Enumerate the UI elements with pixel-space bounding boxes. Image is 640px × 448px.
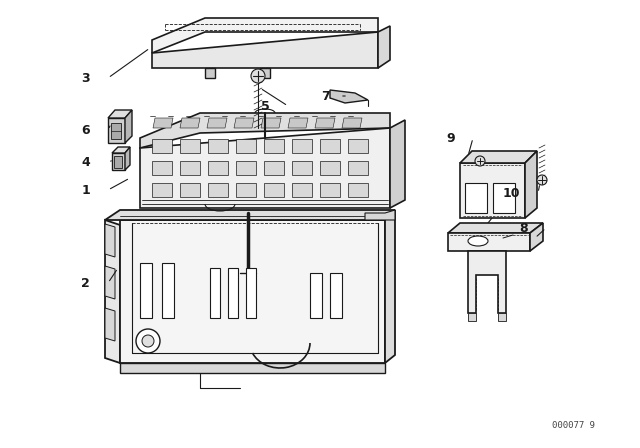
- Polygon shape: [153, 118, 173, 128]
- Bar: [465, 183, 487, 213]
- Bar: [152, 183, 172, 197]
- Polygon shape: [207, 118, 227, 128]
- Bar: [330, 273, 342, 318]
- Circle shape: [142, 335, 154, 347]
- Text: 6: 6: [81, 124, 90, 137]
- Bar: [114, 156, 122, 168]
- Text: 1: 1: [81, 184, 90, 197]
- Bar: [264, 161, 284, 175]
- Polygon shape: [260, 68, 270, 78]
- Circle shape: [251, 69, 265, 83]
- Polygon shape: [125, 110, 132, 143]
- Bar: [264, 183, 284, 197]
- Polygon shape: [365, 210, 395, 220]
- Bar: [236, 139, 256, 153]
- Polygon shape: [105, 210, 395, 220]
- Polygon shape: [105, 308, 115, 341]
- Bar: [236, 183, 256, 197]
- Polygon shape: [112, 147, 130, 153]
- Bar: [320, 161, 340, 175]
- Polygon shape: [385, 210, 395, 363]
- Bar: [162, 263, 174, 318]
- Polygon shape: [315, 118, 335, 128]
- Text: 4: 4: [81, 155, 90, 168]
- Polygon shape: [288, 118, 308, 128]
- Polygon shape: [460, 151, 537, 163]
- Bar: [246, 268, 256, 318]
- Bar: [228, 268, 238, 318]
- Bar: [208, 183, 228, 197]
- Bar: [320, 183, 340, 197]
- Text: 5: 5: [261, 99, 270, 112]
- Bar: [180, 139, 200, 153]
- Bar: [348, 183, 368, 197]
- Bar: [152, 161, 172, 175]
- Polygon shape: [342, 118, 362, 128]
- Polygon shape: [180, 118, 200, 128]
- Polygon shape: [120, 363, 385, 373]
- Polygon shape: [140, 113, 390, 148]
- Polygon shape: [105, 220, 120, 363]
- Polygon shape: [234, 118, 254, 128]
- Polygon shape: [330, 90, 368, 103]
- Polygon shape: [530, 223, 543, 251]
- Bar: [348, 139, 368, 153]
- Polygon shape: [261, 118, 281, 128]
- Circle shape: [537, 175, 547, 185]
- Bar: [310, 273, 322, 318]
- Bar: [210, 268, 220, 318]
- Text: 000077 9: 000077 9: [552, 421, 595, 430]
- Bar: [292, 183, 312, 197]
- Text: 2: 2: [81, 276, 90, 289]
- Text: 9: 9: [446, 132, 455, 145]
- Polygon shape: [152, 32, 378, 68]
- Bar: [292, 161, 312, 175]
- Bar: [493, 183, 515, 213]
- Polygon shape: [105, 224, 115, 257]
- Polygon shape: [120, 220, 385, 363]
- Bar: [264, 139, 284, 153]
- Bar: [140, 263, 152, 318]
- Polygon shape: [105, 266, 115, 299]
- Polygon shape: [468, 251, 506, 313]
- Text: 10: 10: [502, 186, 520, 199]
- Bar: [208, 139, 228, 153]
- Bar: [468, 313, 476, 321]
- Ellipse shape: [468, 236, 488, 246]
- Polygon shape: [205, 68, 215, 78]
- Polygon shape: [108, 110, 132, 118]
- Polygon shape: [390, 120, 405, 208]
- Polygon shape: [448, 223, 543, 233]
- Polygon shape: [448, 233, 530, 251]
- Bar: [152, 139, 172, 153]
- Polygon shape: [525, 151, 537, 218]
- Polygon shape: [112, 153, 125, 170]
- Circle shape: [475, 156, 485, 166]
- Circle shape: [136, 329, 160, 353]
- Bar: [111, 123, 121, 139]
- Polygon shape: [378, 26, 390, 68]
- Polygon shape: [125, 147, 130, 170]
- Bar: [348, 161, 368, 175]
- Text: 7: 7: [321, 90, 330, 103]
- Bar: [208, 161, 228, 175]
- Bar: [236, 161, 256, 175]
- Polygon shape: [108, 118, 125, 143]
- Bar: [292, 139, 312, 153]
- Polygon shape: [140, 128, 390, 208]
- Text: 3: 3: [81, 72, 90, 85]
- Bar: [498, 313, 506, 321]
- Text: 8: 8: [520, 221, 528, 234]
- Bar: [320, 139, 340, 153]
- Bar: [180, 161, 200, 175]
- Bar: [180, 183, 200, 197]
- Polygon shape: [152, 18, 378, 53]
- Polygon shape: [460, 163, 525, 218]
